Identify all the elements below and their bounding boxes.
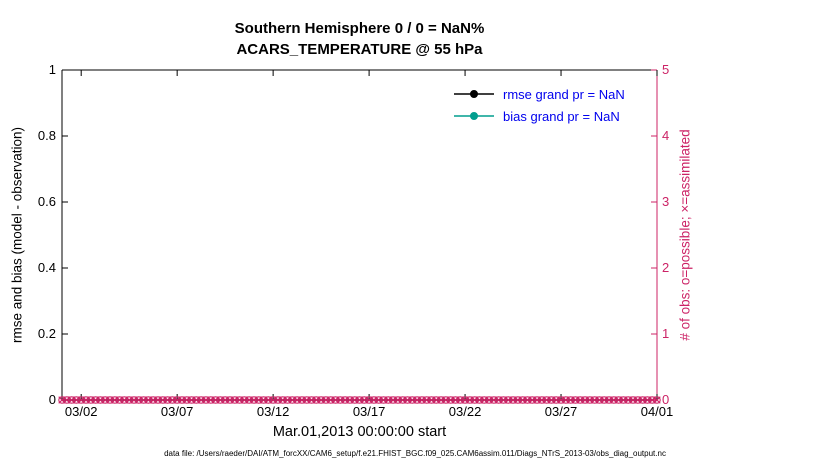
x-axis-tick-label: 03/07 (160, 404, 194, 419)
y-axis-right-title: # of obs: o=possible; ×=assimilated (677, 129, 693, 341)
data-file-caption: data file: /Users/raeder/DAI/ATM_forcXX/… (164, 449, 666, 458)
y-axis-right-tick-label: 5 (662, 62, 670, 77)
y-axis-left-tick-label: 0.2 (37, 326, 56, 341)
y-axis-right-tick-label: 0 (662, 392, 670, 407)
chart-subtitle: ACARS_TEMPERATURE @ 55 hPa (236, 41, 483, 58)
x-axis-tick-label: 04/01 (640, 404, 674, 419)
x-axis-title: Mar.01,2013 00:00:00 start (272, 424, 447, 440)
y-axis-right-tick-label: 1 (662, 326, 670, 341)
legend-label-bias: bias grand pr = NaN (503, 108, 620, 124)
y-axis-right-tick-label: 3 (662, 194, 670, 209)
legend-item-rmse: rmse grand pr = NaN (452, 83, 625, 105)
y-axis-left-tick-label: 1 (48, 62, 56, 77)
legend-item-bias: bias grand pr = NaN (452, 105, 625, 127)
y-axis-left-tick-label: 0.6 (37, 194, 56, 209)
y-axis-left-tick-label: 0.8 (37, 128, 56, 143)
y-axis-left-tick-label: 0 (48, 392, 56, 407)
legend-label-rmse: rmse grand pr = NaN (503, 86, 625, 102)
y-axis-right-tick-label: 4 (662, 128, 670, 143)
x-axis-tick-label: 03/17 (352, 404, 386, 419)
chart-title: Southern Hemisphere 0 / 0 = NaN% (234, 20, 485, 37)
x-axis-tick-label: 03/12 (256, 404, 290, 419)
x-axis-tick-label: 03/02 (64, 404, 98, 419)
x-axis-tick-label: 03/27 (544, 404, 578, 419)
x-axis-tick-label: 03/22 (448, 404, 482, 419)
rmse-line-marker-icon (454, 90, 494, 98)
y-axis-left-tick-label: 0.4 (37, 260, 56, 275)
bias-line-marker-icon (454, 112, 494, 120)
y-axis-left-title: rmse and bias (model - observation) (9, 126, 25, 344)
y-axis-right-tick-label: 2 (662, 260, 670, 275)
legend: rmse grand pr = NaN bias grand pr = NaN (452, 83, 625, 127)
